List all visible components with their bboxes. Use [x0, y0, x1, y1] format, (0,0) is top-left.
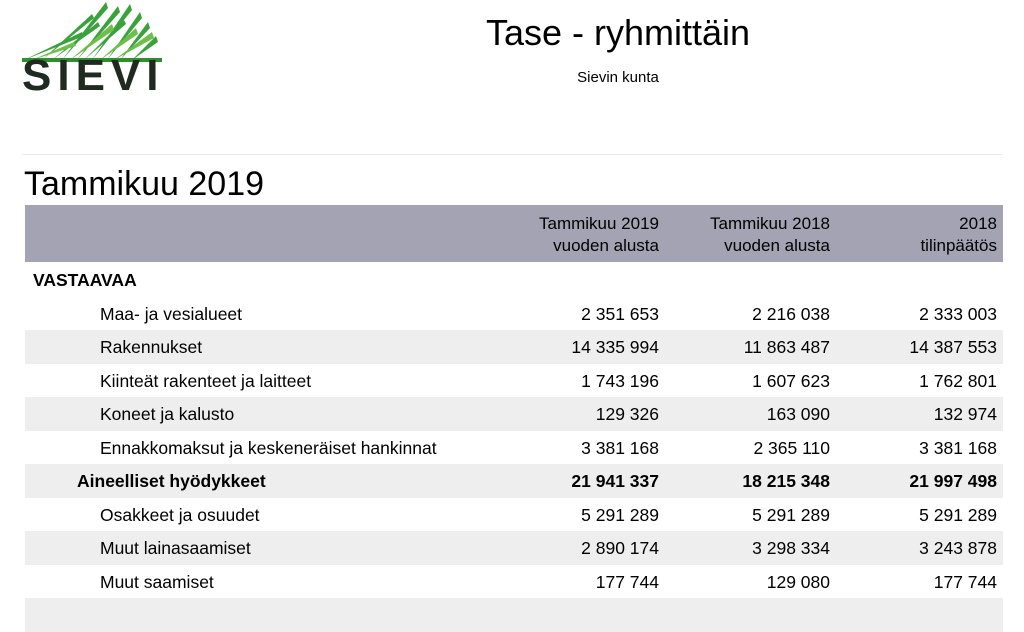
row-value-2: 2 365 110	[753, 437, 830, 458]
table-header: Tammikuu 2019 vuoden alusta Tammikuu 2018…	[25, 205, 1003, 262]
row-label: Maa- ja vesialueet	[100, 303, 243, 324]
row-label: Kiinteät rakenteet ja laitteet	[100, 370, 312, 391]
row-value-3: 5 291 289	[919, 504, 997, 525]
row-value-1: 5 291 289	[581, 504, 659, 525]
column-header-3: 2018 tilinpäätös	[920, 214, 997, 255]
row-label: Muut lainasaamiset	[100, 538, 251, 558]
row-value-1: 14 335 994	[571, 337, 659, 357]
row-value-1: 21 941 337	[571, 471, 659, 491]
table-row: Rakennukset 14 335 994 11 863 487 14 387 55…	[25, 330, 1003, 364]
row-value-2: 11 863 487	[743, 337, 830, 357]
row-value-1: 3 381 168	[581, 437, 659, 458]
row-value-3: 21 997 498	[909, 471, 997, 491]
row-value-2: 18 215 348	[742, 471, 830, 491]
table-row: Ennakkomaksut ja keskeneräiset hankinnat…	[25, 431, 1003, 465]
table-row	[25, 598, 1003, 632]
table-row: Muut lainasaamiset 2 890 174 3 298 334 3 24…	[25, 531, 1003, 565]
panel-title: Tammikuu 2019	[24, 165, 265, 203]
row-value-3: 3 243 878	[919, 538, 997, 558]
row-label: Koneet ja kalusto	[100, 404, 235, 424]
row-label: Ennakkomaksut ja keskeneräiset hankinnat	[100, 437, 437, 458]
page-title: Tase - ryhmittäin	[485, 12, 751, 53]
table-body: VASTAAVAA Maa- ja vesialueet 2 351 653 2 21…	[25, 263, 1003, 632]
table-row: Osakkeet ja osuudet 5 291 289 5 291 289 5 2…	[25, 498, 1003, 532]
table-row: Kiinteät rakenteet ja laitteet 1 743 196 1…	[25, 364, 1003, 398]
table-row: Maa- ja vesialueet 2 351 653 2 216 038 2 33…	[25, 297, 1003, 331]
sievi-logo: SIEVI	[22, 2, 162, 98]
row-value-2: 3 298 334	[752, 538, 830, 558]
logo-text: SIEVI	[22, 51, 165, 100]
row-value-1: 1 743 196	[581, 370, 659, 391]
row-label: Muut saamiset	[100, 571, 214, 592]
row-label: Aineelliset hyödykkeet	[77, 471, 266, 491]
page-subtitle: Sievin kunta	[577, 69, 659, 86]
row-value-3: 132 974	[933, 404, 997, 424]
column-header-1: Tammikuu 2019 vuoden alusta	[538, 214, 659, 255]
row-value-3: 1 762 801	[919, 370, 997, 391]
row-value-2: 5 291 289	[752, 504, 830, 525]
row-value-3: 2 333 003	[919, 303, 997, 324]
table-row: Muut saamiset 177 744 129 080 177 744	[25, 565, 1003, 599]
row-value-1: 129 326	[595, 404, 659, 424]
column-header-2: Tammikuu 2018 vuoden alusta	[709, 214, 830, 255]
row-value-1: 2 351 653	[581, 303, 659, 324]
table-row: VASTAAVAA	[25, 263, 1003, 297]
row-value-2: 1 607 623	[752, 370, 830, 391]
row-value-2: 129 080	[766, 571, 830, 592]
row-value-1: 177 744	[595, 571, 659, 592]
table-row: Aineelliset hyödykkeet 21 941 337 18 215 3…	[25, 464, 1003, 498]
grass-icon	[22, 2, 162, 62]
table-row: Koneet ja kalusto 129 326 163 090 132 974	[25, 397, 1003, 431]
row-value-3: 177 744	[933, 571, 997, 592]
row-label: VASTAAVAA	[33, 270, 137, 290]
row-label: Osakkeet ja osuudet	[100, 504, 260, 525]
row-value-3: 14 387 553	[909, 337, 997, 357]
row-value-1: 2 890 174	[581, 538, 659, 558]
row-value-2: 2 216 038	[752, 303, 830, 324]
report-panel: Tammikuu 2019 Tammikuu 2019 vuoden alusta…	[22, 154, 1003, 632]
row-value-2: 163 090	[766, 404, 830, 424]
row-label: Rakennukset	[100, 337, 203, 357]
row-value-3: 3 381 168	[919, 437, 997, 458]
